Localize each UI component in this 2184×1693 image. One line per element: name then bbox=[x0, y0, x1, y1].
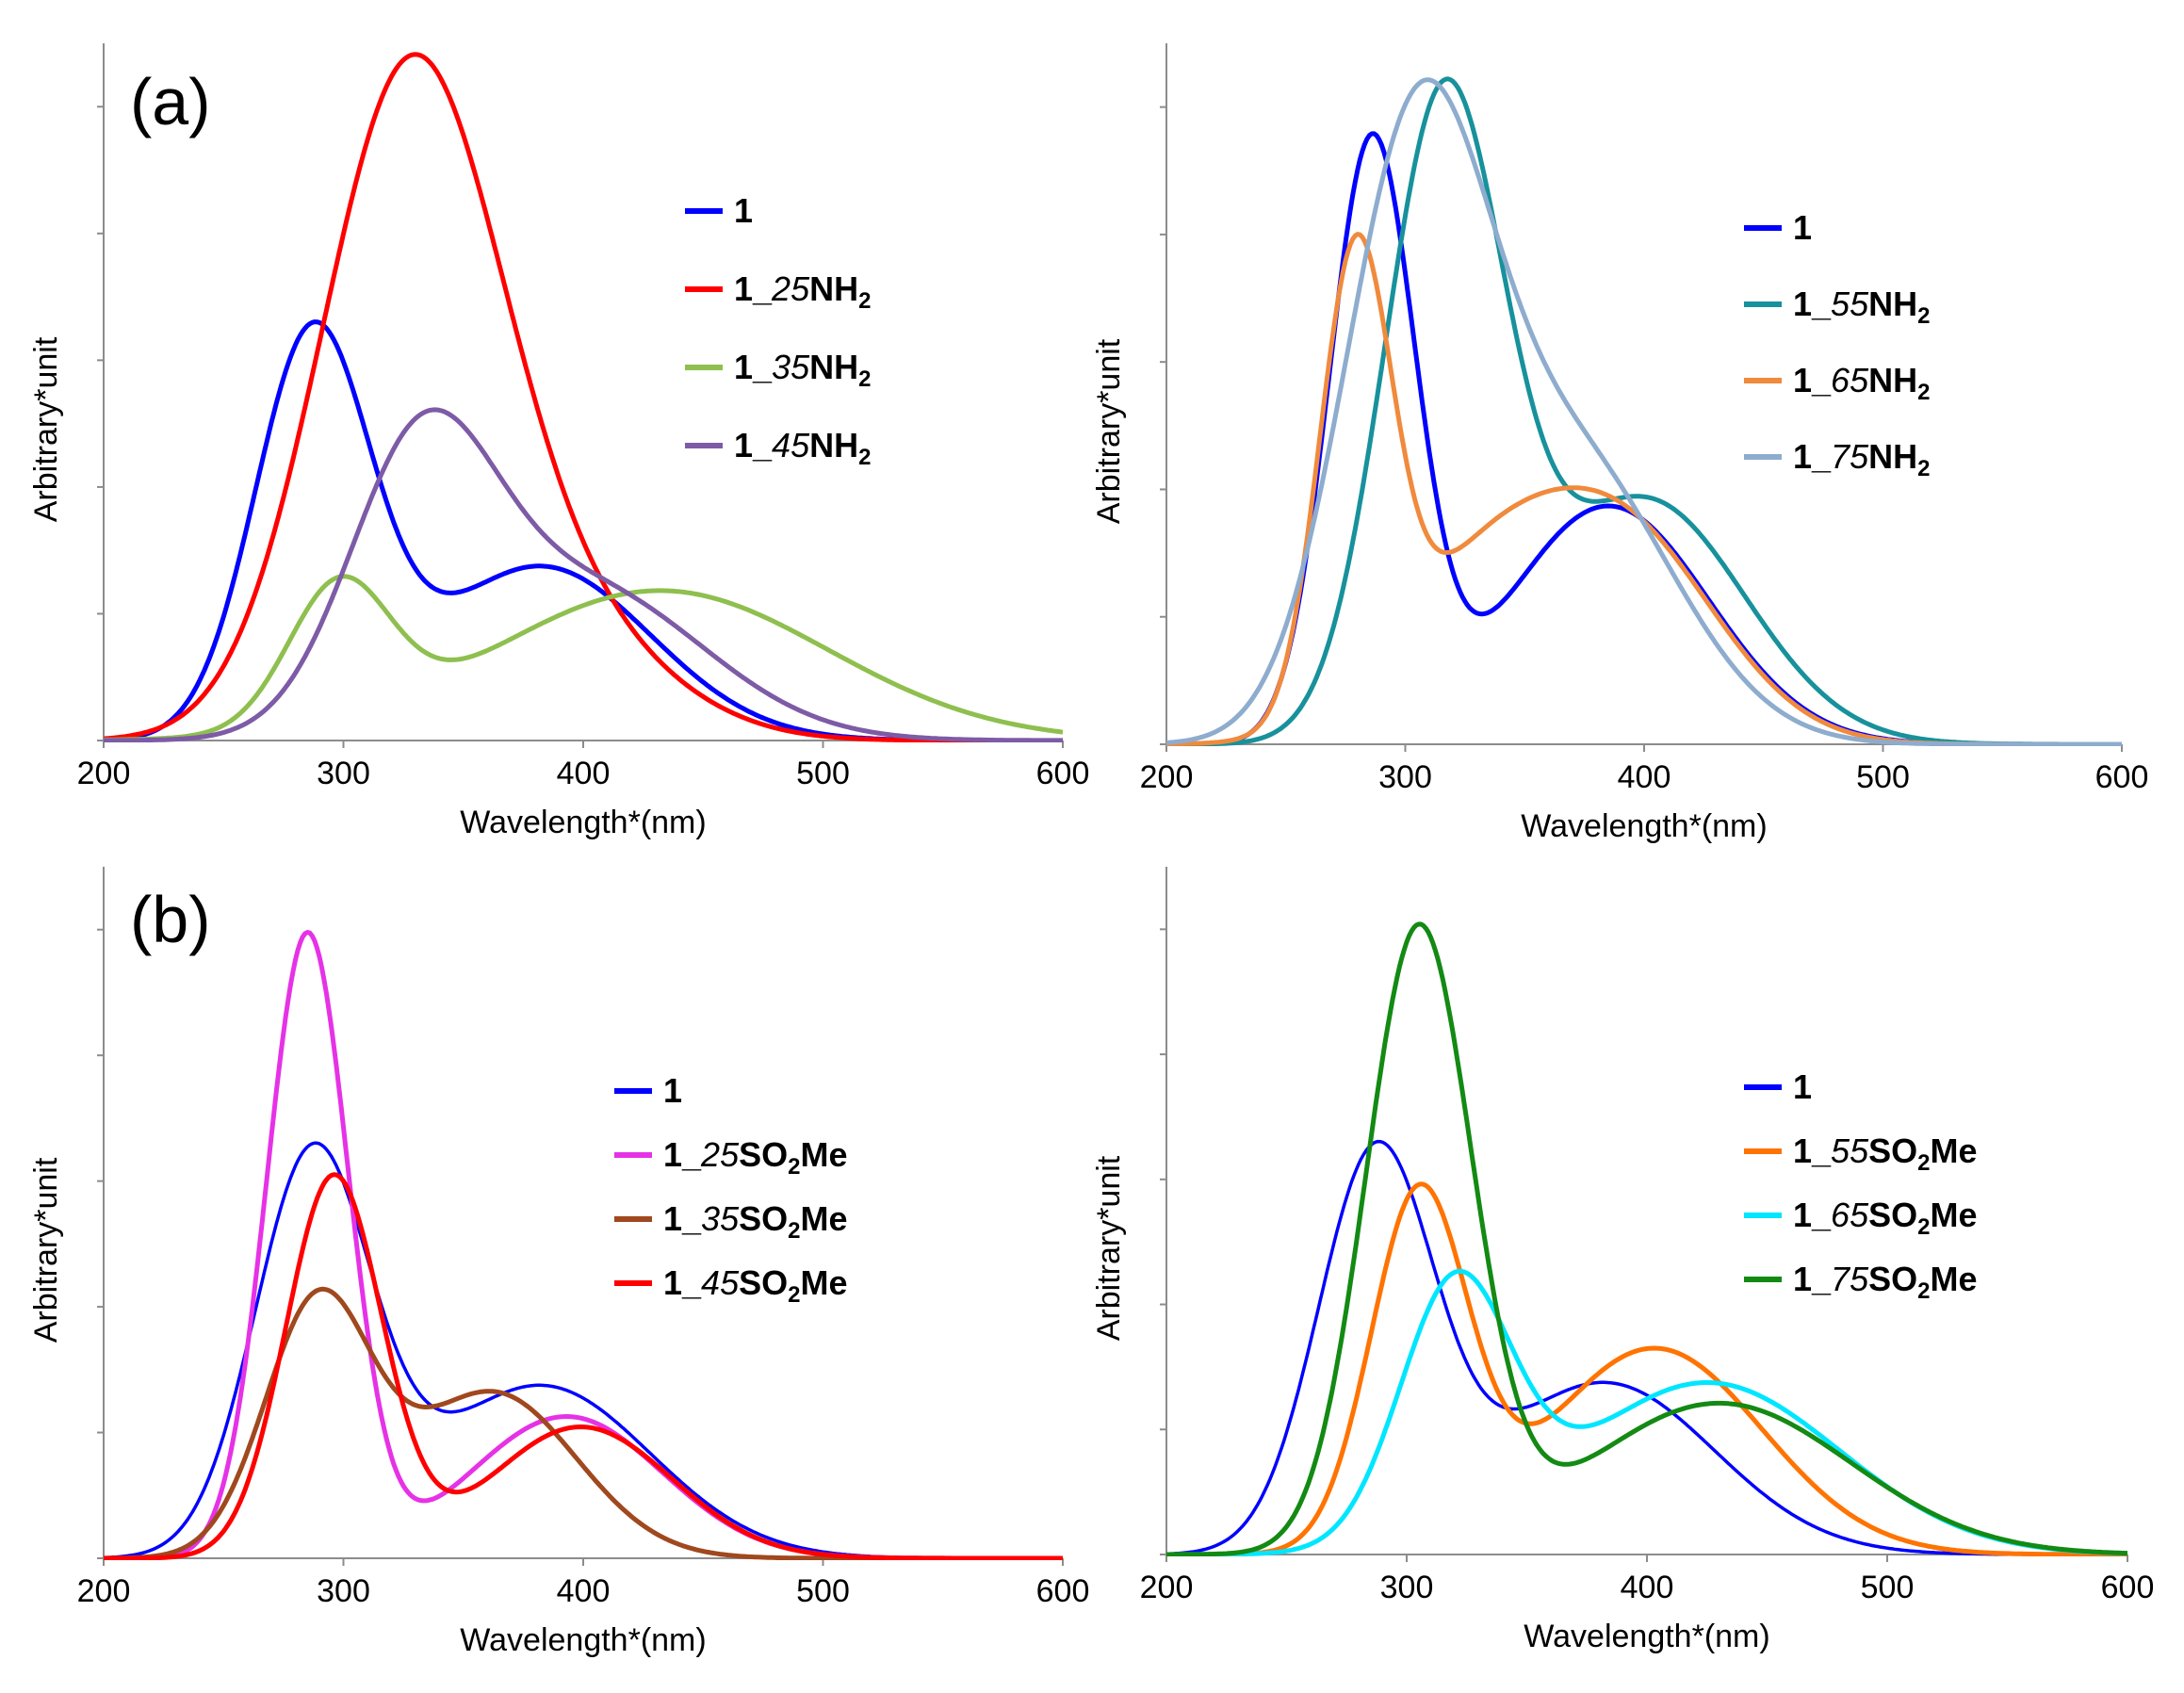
legend-label: 1 bbox=[1793, 208, 1812, 247]
legend-item: 1_65SO2Me bbox=[1744, 1196, 1977, 1240]
series-line-4 bbox=[104, 1172, 1063, 1560]
legend-label: 1 bbox=[1793, 1067, 1812, 1106]
x-tick-label: 400 bbox=[557, 1573, 611, 1609]
legend-label: 1_45NH2 bbox=[734, 426, 871, 470]
x-tick-label: 600 bbox=[1036, 1573, 1090, 1609]
x-tick-label: 300 bbox=[317, 756, 370, 791]
x-tick-label: 200 bbox=[77, 1573, 131, 1609]
x-tick-label: 400 bbox=[1621, 1570, 1674, 1605]
chart-panel-2: 200 300 400 500 600 Wavelength*(nm) Arbitrary*… bbox=[1091, 43, 2148, 844]
x-tick-label: 500 bbox=[1856, 759, 1910, 795]
x-tick-label: 400 bbox=[1618, 759, 1671, 795]
x-tick-label: 200 bbox=[1140, 759, 1194, 795]
legend-item: 1 bbox=[1744, 1067, 1812, 1106]
series-line-3 bbox=[1166, 1268, 2127, 1556]
x-axis-title: Wavelength*(nm) bbox=[460, 805, 706, 840]
y-axis-title: Arbitrary*unit bbox=[1091, 1155, 1127, 1341]
legend-item: 1_55SO2Me bbox=[1744, 1131, 1977, 1176]
legend-label: 1_75NH2 bbox=[1793, 437, 1930, 481]
x-axis-title: Wavelength*(nm) bbox=[1524, 1619, 1769, 1654]
x-tick-label: 200 bbox=[77, 756, 131, 791]
x-tick-label: 400 bbox=[557, 756, 611, 791]
series-line-4 bbox=[104, 407, 1063, 742]
chart-panel-1: 200 300 400 500 600 Wavelength*(nm) Arbitrary*… bbox=[28, 43, 1089, 840]
legend-label: 1_65NH2 bbox=[1793, 361, 1930, 405]
x-axis-title: Wavelength*(nm) bbox=[1521, 808, 1767, 844]
x-tick-label: 300 bbox=[1380, 1570, 1434, 1605]
panel-label: (b) bbox=[130, 883, 211, 956]
legend-item: 1_25NH2 bbox=[685, 269, 871, 314]
legend-item: 1_75NH2 bbox=[1744, 437, 1930, 481]
legend-item: 1_25SO2Me bbox=[614, 1135, 847, 1180]
legend-item: 1 bbox=[1744, 208, 1812, 247]
legend-label: 1_65SO2Me bbox=[1793, 1196, 1977, 1240]
legend-item: 1_35SO2Me bbox=[614, 1199, 847, 1244]
series-line-3 bbox=[104, 574, 1063, 742]
x-tick-label: 600 bbox=[1036, 756, 1090, 791]
y-axis-title: Arbitrary*unit bbox=[28, 336, 64, 522]
series-line-2 bbox=[1166, 1181, 2127, 1556]
x-tick-label: 500 bbox=[796, 756, 850, 791]
x-tick-label: 300 bbox=[1378, 759, 1432, 795]
series-line-2 bbox=[104, 52, 1063, 742]
legend-label: 1 bbox=[663, 1071, 682, 1110]
legend-label: 1_35NH2 bbox=[734, 348, 871, 392]
series-line-3 bbox=[1166, 232, 2122, 746]
legend-label: 1_55SO2Me bbox=[1793, 1131, 1977, 1176]
series-line-1 bbox=[1166, 1139, 2127, 1556]
legend-label: 1_35SO2Me bbox=[663, 1199, 847, 1244]
x-tick-label: 300 bbox=[317, 1573, 370, 1609]
x-tick-label: 600 bbox=[2095, 759, 2149, 795]
legend-item: 1_65NH2 bbox=[1744, 361, 1930, 405]
legend-item: 1_55NH2 bbox=[1744, 285, 1930, 329]
legend-label: 1 bbox=[734, 191, 753, 230]
legend-label: 1_45SO2Me bbox=[663, 1263, 847, 1308]
legend-item: 1_35NH2 bbox=[685, 348, 871, 392]
chart-panel-4: 200 300 400 500 600 Wavelength*(nm) Arbitrary*… bbox=[1091, 867, 2154, 1654]
series-line-4 bbox=[1166, 921, 2127, 1556]
y-axis-title: Arbitrary*unit bbox=[1091, 338, 1127, 524]
legend-item: 1 bbox=[614, 1071, 682, 1110]
legend-label: 1_55NH2 bbox=[1793, 285, 1930, 329]
legend-item: 1 bbox=[685, 191, 753, 230]
legend-item: 1_45NH2 bbox=[685, 426, 871, 470]
x-tick-label: 500 bbox=[796, 1573, 850, 1609]
legend-label: 1_75SO2Me bbox=[1793, 1260, 1977, 1304]
chart-panel-3: 200 300 400 500 600 Wavelength*(nm) Arbitrary*… bbox=[28, 867, 1089, 1658]
panel-label: (a) bbox=[130, 65, 211, 138]
legend-item: 1_45SO2Me bbox=[614, 1263, 847, 1308]
series-line-1 bbox=[1166, 131, 2122, 746]
x-tick-label: 200 bbox=[1140, 1570, 1194, 1605]
series-line-4 bbox=[1166, 77, 2122, 746]
x-tick-label: 500 bbox=[1861, 1570, 1915, 1605]
series-line-1 bbox=[104, 319, 1063, 742]
x-axis-title: Wavelength*(nm) bbox=[460, 1622, 706, 1658]
series-line-2 bbox=[1166, 76, 2122, 746]
legend-label: 1_25NH2 bbox=[734, 269, 871, 314]
x-tick-label: 600 bbox=[2101, 1570, 2155, 1605]
legend-item: 1_75SO2Me bbox=[1744, 1260, 1977, 1304]
legend-label: 1_25SO2Me bbox=[663, 1135, 847, 1180]
y-axis-title: Arbitrary*unit bbox=[28, 1157, 64, 1343]
